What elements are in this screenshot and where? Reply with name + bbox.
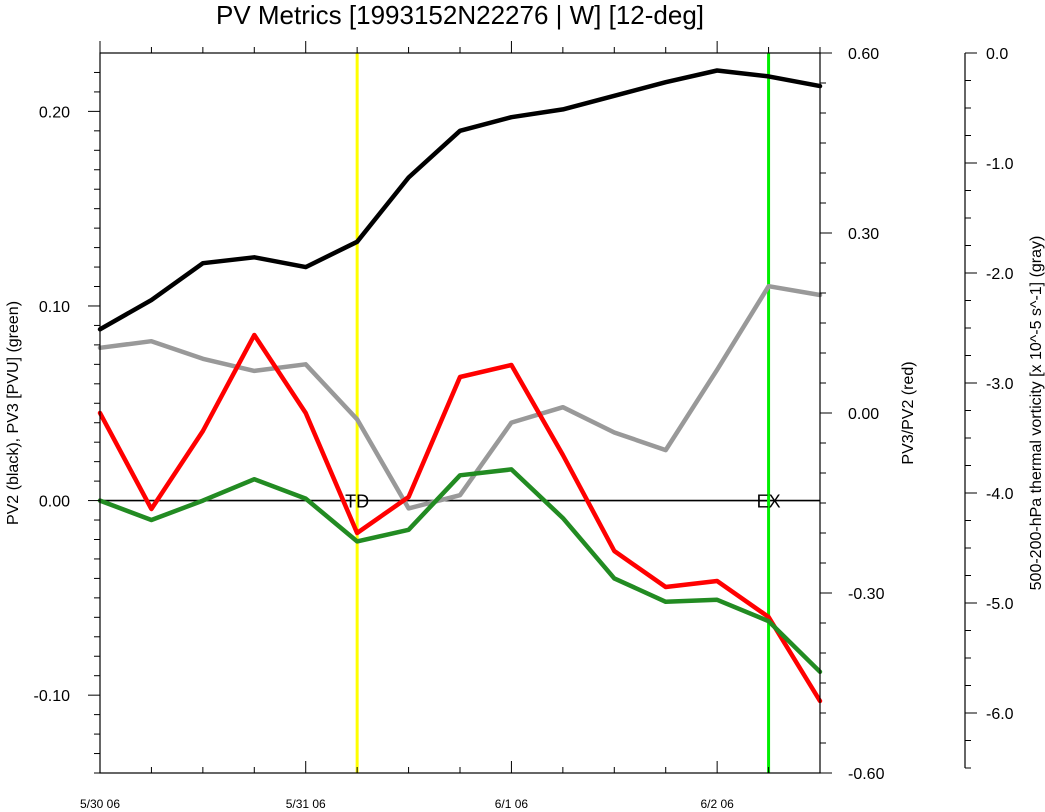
y-axis-left-label: PV2 (black), PV3 [PVU] (green) (5, 301, 22, 525)
y-tick-label-right: 0.60 (848, 46, 879, 63)
y-tick-label-right: -0.60 (848, 766, 885, 783)
y-axis-right-label: PV3/PV2 (red) (900, 361, 917, 464)
y-tick-label-far-right: -5.0 (986, 596, 1014, 613)
plot-area: TD EX (97, 53, 823, 773)
y-tick-label-left: -0.10 (34, 688, 71, 705)
y-tick-label-right: -0.30 (848, 586, 885, 603)
plot-frame (99, 52, 821, 774)
series-line-pv2 (97, 68, 823, 332)
y-tick-label-far-right: -6.0 (986, 706, 1014, 723)
series-line-pv3 (97, 467, 823, 675)
y-tick-label-left: 0.20 (39, 104, 70, 121)
y-tick-label-right: 0.30 (848, 226, 879, 243)
y-tick-label-far-right: -3.0 (986, 376, 1014, 393)
y-tick-label-left: 0.10 (39, 299, 70, 316)
series-line-ratio (97, 332, 823, 704)
y-tick-label-left: 0.00 (39, 494, 70, 511)
y-tick-label-right: 0.00 (848, 406, 879, 423)
y-tick-label-far-right: -4.0 (986, 486, 1014, 503)
x-tick-label: 6/2 06 (700, 797, 734, 811)
x-tick-label: 5/31 06 (286, 797, 326, 811)
event-label-ex: EX (757, 492, 781, 512)
chart-title: PV Metrics [1993152N22276 | W] [12-deg] (216, 0, 704, 30)
x-tick-label: 6/1 06 (495, 797, 529, 811)
y-tick-label-far-right: -2.0 (986, 266, 1014, 283)
event-label-td: TD (345, 492, 369, 512)
x-tick-label: 5/30 06 (80, 797, 120, 811)
y-tick-label-far-right: 0.0 (986, 46, 1008, 63)
y-tick-label-far-right: -1.0 (986, 156, 1014, 173)
series-line-vort (97, 283, 823, 511)
y-axis-far-right-label: 500-200-hPa thermal vorticity [x 10^-5 s… (1028, 236, 1045, 591)
axes: 5/30 06 5/31 06 6/1 06 6/2 06 0.20 0.10 0.00 -0… (34, 41, 1014, 811)
